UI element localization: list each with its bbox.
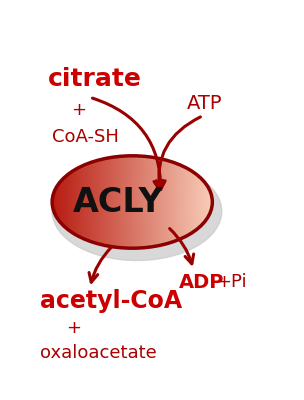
Ellipse shape [85,164,88,240]
Ellipse shape [109,158,112,246]
Ellipse shape [182,167,185,237]
Ellipse shape [77,168,80,236]
Text: acetyl-CoA: acetyl-CoA [40,288,182,312]
Ellipse shape [138,156,141,248]
Ellipse shape [192,173,196,231]
Ellipse shape [150,157,153,247]
Ellipse shape [97,160,100,244]
Ellipse shape [69,173,72,231]
Ellipse shape [105,158,109,246]
Ellipse shape [186,169,190,235]
Text: ADP: ADP [179,272,225,292]
Ellipse shape [126,156,129,248]
Ellipse shape [93,161,96,243]
Ellipse shape [95,160,98,244]
Ellipse shape [201,180,204,224]
Ellipse shape [209,192,212,212]
Ellipse shape [59,182,62,222]
Ellipse shape [178,165,181,239]
Ellipse shape [119,156,123,248]
Text: ACLY: ACLY [73,186,164,218]
Ellipse shape [122,156,125,248]
Ellipse shape [52,162,222,260]
Ellipse shape [180,166,184,238]
Ellipse shape [81,166,84,238]
Ellipse shape [154,158,157,246]
Text: +: + [71,101,86,119]
Ellipse shape [160,159,163,245]
Ellipse shape [170,162,173,242]
Ellipse shape [79,167,82,237]
Ellipse shape [91,162,94,242]
Ellipse shape [142,156,145,248]
Ellipse shape [205,184,208,220]
Ellipse shape [130,156,133,248]
Ellipse shape [191,171,194,233]
Ellipse shape [116,157,119,247]
Ellipse shape [53,192,56,212]
Ellipse shape [67,174,70,230]
Ellipse shape [176,164,179,240]
Ellipse shape [174,163,178,241]
Ellipse shape [168,161,171,243]
Text: ATP: ATP [186,94,222,113]
Ellipse shape [107,158,111,246]
Ellipse shape [166,160,169,244]
Ellipse shape [162,160,165,244]
Ellipse shape [148,157,151,247]
Ellipse shape [83,165,86,239]
Ellipse shape [140,156,143,248]
Ellipse shape [73,170,76,234]
Text: citrate: citrate [47,67,141,91]
Ellipse shape [185,168,188,236]
Ellipse shape [65,176,68,228]
Ellipse shape [61,180,64,224]
Text: oxaloacetate: oxaloacetate [40,344,157,362]
Ellipse shape [55,188,58,216]
Ellipse shape [132,156,135,248]
Ellipse shape [144,156,147,248]
Ellipse shape [152,158,155,246]
Text: +Pi: +Pi [216,273,247,291]
Ellipse shape [195,174,198,230]
Ellipse shape [207,188,210,216]
Ellipse shape [57,184,60,220]
Ellipse shape [136,156,139,248]
Ellipse shape [113,157,117,247]
Ellipse shape [128,156,131,248]
Ellipse shape [103,158,106,246]
Ellipse shape [164,160,167,244]
Ellipse shape [87,163,90,241]
Ellipse shape [63,178,66,226]
Ellipse shape [199,178,202,226]
Ellipse shape [111,157,115,247]
Ellipse shape [71,171,74,233]
Text: +: + [66,319,81,337]
Ellipse shape [123,156,127,248]
Ellipse shape [172,162,175,242]
Ellipse shape [158,158,161,246]
Ellipse shape [203,182,206,222]
Ellipse shape [99,160,102,244]
Ellipse shape [101,159,105,245]
Text: CoA-SH: CoA-SH [52,128,119,146]
Ellipse shape [188,170,192,234]
Ellipse shape [75,169,78,235]
Ellipse shape [156,158,159,246]
Ellipse shape [117,156,121,248]
Ellipse shape [146,157,149,247]
Ellipse shape [89,162,92,242]
Ellipse shape [134,156,137,248]
Ellipse shape [197,176,200,228]
